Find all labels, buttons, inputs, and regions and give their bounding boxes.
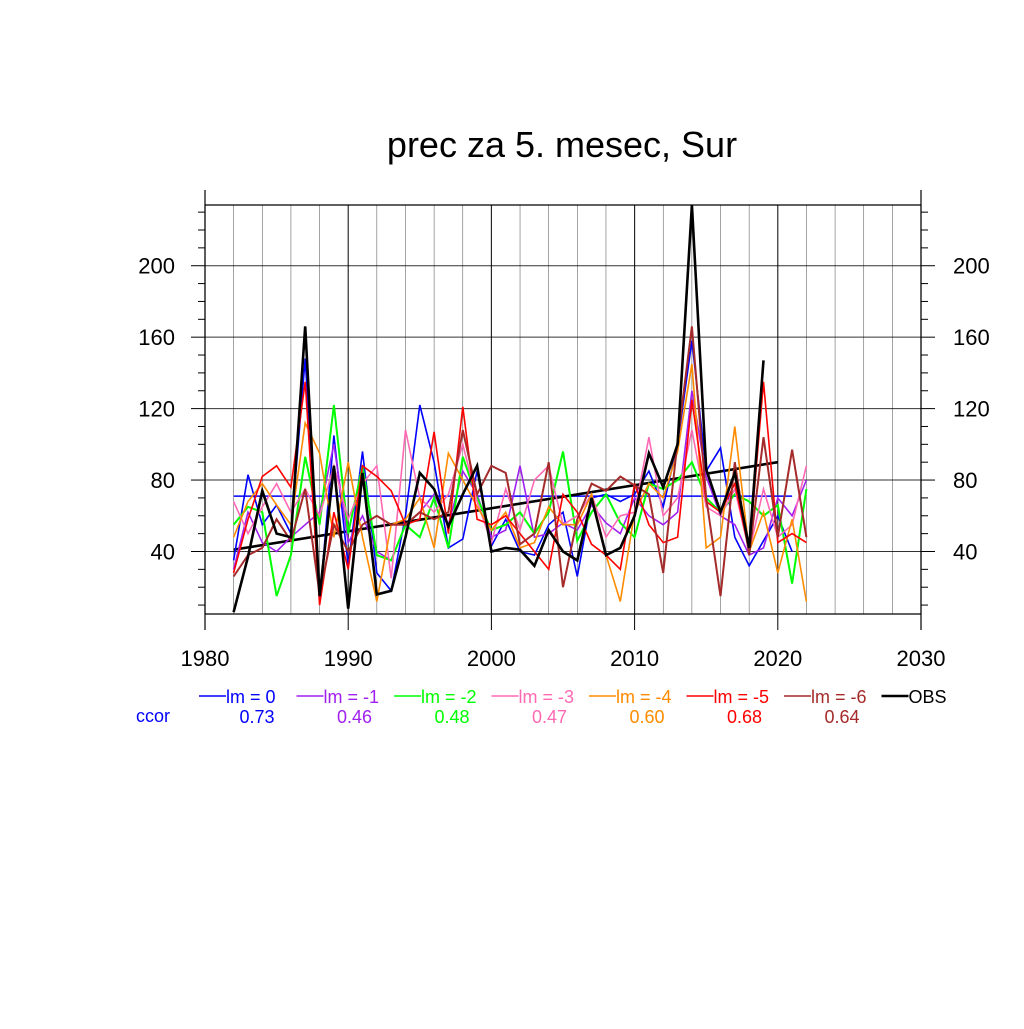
legend: ccor lm = 00.73 lm = -10.46 lm = -20.48 lm =… — [136, 687, 947, 727]
y-tick-label-right: 160 — [953, 325, 990, 350]
y-tick-label-right: 40 — [953, 539, 977, 564]
legend-ccor-value: 0.47 — [532, 707, 567, 727]
x-tick-label: 2000 — [467, 646, 516, 671]
y-tick-label-right: 80 — [953, 468, 977, 493]
x-tick-label: 2020 — [753, 646, 802, 671]
axes: 40 40 80 80 120 120 160 160 200 200 1980 1990 2000 20… — [138, 190, 990, 671]
series-line — [232, 429, 808, 579]
series-line — [232, 204, 765, 613]
series-lines — [232, 204, 808, 613]
legend-label: lm = -1 — [324, 687, 380, 707]
series-line — [232, 326, 808, 597]
legend-ccor-value: 0.60 — [629, 707, 664, 727]
legend-label: lm = -3 — [519, 687, 575, 707]
y-tick-label-left: 160 — [138, 325, 175, 350]
legend-label: lm = -5 — [714, 687, 770, 707]
y-tick-label-left: 40 — [151, 539, 175, 564]
legend-ccor-value: 0.64 — [824, 707, 859, 727]
y-tick-label-left: 120 — [138, 397, 175, 422]
x-tick-label: 1980 — [181, 646, 230, 671]
legend-ccor-value: 0.68 — [727, 707, 762, 727]
x-tick-label: 2030 — [897, 646, 946, 671]
legend-label: lm = -2 — [421, 687, 477, 707]
y-tick-label-right: 120 — [953, 397, 990, 422]
legend-ccor-value: 0.73 — [239, 707, 274, 727]
legend-ccor-value: 0.46 — [337, 707, 372, 727]
series-line — [232, 390, 808, 570]
legend-label: lm = -4 — [616, 687, 672, 707]
chart-title: prec za 5. mesec, Sur — [387, 124, 737, 165]
legend-ccor-value: 0.48 — [434, 707, 469, 727]
reference-line — [233, 460, 779, 551]
legend-label: OBS — [909, 687, 947, 707]
legend-label: lm = 0 — [226, 687, 276, 707]
x-tick-label: 1990 — [324, 646, 373, 671]
y-tick-label-right: 200 — [953, 254, 990, 279]
y-tick-label-left: 200 — [138, 254, 175, 279]
y-tick-label-left: 80 — [151, 468, 175, 493]
legend-label: lm = -6 — [811, 687, 867, 707]
x-tick-label: 2010 — [610, 646, 659, 671]
series-line — [232, 404, 808, 597]
ccor-label: ccor — [136, 706, 170, 726]
